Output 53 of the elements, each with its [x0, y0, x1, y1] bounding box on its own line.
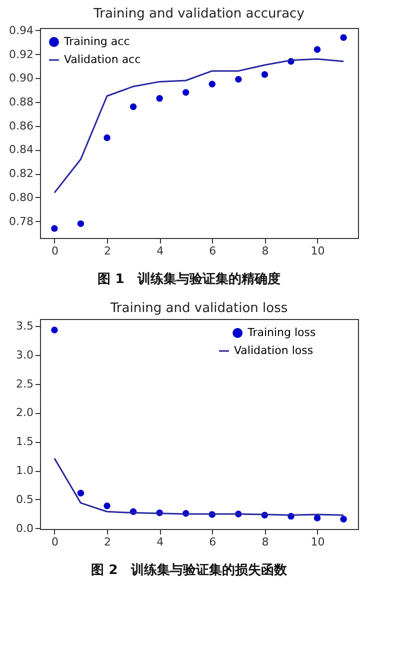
point [51, 225, 58, 232]
y-tick-label: 2.0 [16, 406, 34, 420]
point [182, 89, 190, 96]
x-tick-label: 8 [262, 536, 269, 548]
point [156, 95, 163, 102]
legend-label: Validation acc [64, 53, 141, 66]
y-tick-label: 0.78 [9, 214, 34, 228]
legend-label: Training loss [246, 326, 316, 339]
point [314, 46, 321, 53]
x-tick-label: 10 [310, 536, 325, 548]
point [51, 326, 58, 334]
x-tick-label: 2 [104, 536, 112, 548]
x-tick-label: 4 [156, 244, 164, 258]
x-tick-label: 0 [51, 536, 58, 548]
point [261, 71, 268, 78]
point [104, 134, 110, 142]
y-tick-label: 3.5 [16, 319, 34, 332]
point [314, 514, 321, 522]
point [235, 76, 242, 83]
y-tick-label: 0.86 [9, 119, 34, 132]
x-tick-label: 0 [51, 244, 58, 258]
legend-label: Training acc [63, 35, 130, 48]
y-tick-label: 1.0 [16, 464, 34, 478]
y-tick-label: 0.5 [16, 492, 34, 506]
chart-title: Training and validation accuracy [92, 6, 305, 22]
x-tick-label: 6 [209, 536, 216, 548]
y-tick-label: 0.90 [9, 72, 34, 85]
x-tick-label: 2 [104, 244, 112, 258]
y-tick-label: 0.92 [9, 48, 34, 61]
x-tick-label: 4 [156, 536, 164, 548]
caption: 图 1 训练集与验证集的精确度 [98, 271, 280, 287]
point [208, 80, 216, 88]
y-tick-label: 0.0 [16, 522, 34, 535]
x-tick-label: 8 [262, 244, 269, 258]
x-tick-label: 6 [209, 244, 216, 258]
point [340, 516, 347, 523]
y-tick-label: 0.82 [9, 167, 34, 180]
point [77, 490, 84, 496]
y-tick-label: 2.5 [16, 377, 34, 390]
legend-label: Validation loss [234, 344, 314, 357]
chart-title: Training and validation loss [109, 301, 288, 316]
point [77, 220, 84, 228]
y-tick-label: 0.88 [9, 95, 34, 108]
y-tick-label: 1.5 [16, 435, 34, 448]
point [340, 34, 347, 41]
y-tick-label: 0.80 [9, 190, 34, 204]
point [130, 103, 137, 110]
caption: 图 2 训练集与验证集的损失函数 [91, 563, 288, 578]
y-tick-label: 0.84 [9, 143, 34, 156]
y-tick-label: 3.0 [16, 348, 34, 362]
point [104, 502, 110, 510]
x-tick-label: 10 [310, 244, 325, 258]
y-tick-label: 0.94 [9, 24, 34, 37]
